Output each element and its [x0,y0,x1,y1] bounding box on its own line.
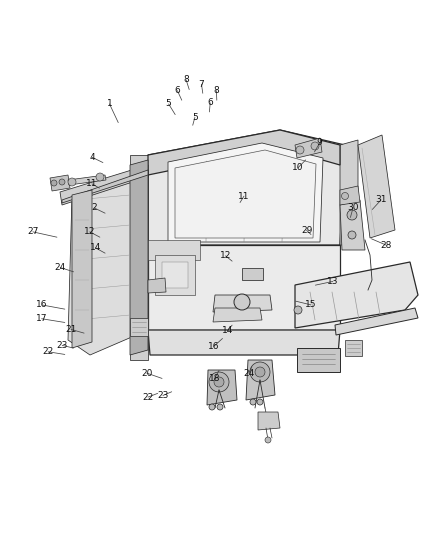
Circle shape [294,306,302,314]
Text: 31: 31 [375,196,387,204]
Circle shape [51,180,57,186]
Polygon shape [213,308,262,322]
Polygon shape [72,190,92,348]
Polygon shape [62,170,148,203]
Polygon shape [335,308,418,335]
Polygon shape [340,140,358,245]
Polygon shape [50,175,70,191]
Text: 23: 23 [57,341,68,350]
Circle shape [214,377,224,387]
Circle shape [209,404,215,410]
Text: 13: 13 [327,277,339,286]
Text: 14: 14 [90,244,101,252]
Circle shape [96,173,104,181]
Polygon shape [60,165,148,205]
Circle shape [250,362,270,382]
Text: 22: 22 [142,393,154,401]
Polygon shape [207,370,237,405]
Text: 5: 5 [166,100,172,108]
Polygon shape [297,348,340,372]
Text: 6: 6 [174,86,180,95]
Polygon shape [213,295,272,312]
Polygon shape [148,130,345,245]
Text: 14: 14 [222,326,233,335]
Text: 24: 24 [243,369,254,377]
Text: 28: 28 [381,241,392,249]
Text: 12: 12 [220,252,231,260]
Text: 16: 16 [36,301,47,309]
Text: 24: 24 [55,263,66,272]
Text: 4: 4 [89,153,95,161]
Circle shape [342,192,349,199]
Text: 10: 10 [292,164,304,172]
Polygon shape [295,262,418,328]
Text: 16: 16 [208,342,219,351]
Text: 18: 18 [209,374,220,383]
Circle shape [347,210,357,220]
Circle shape [296,146,304,154]
Text: 30: 30 [347,204,359,212]
Circle shape [234,294,250,310]
Circle shape [68,178,76,186]
Circle shape [257,399,263,405]
Text: 15: 15 [305,301,317,309]
Text: 8: 8 [213,86,219,95]
Text: 22: 22 [42,348,54,356]
Polygon shape [148,330,340,355]
Polygon shape [148,240,200,260]
Polygon shape [130,160,148,355]
Text: 1: 1 [106,100,113,108]
Text: 2: 2 [92,204,97,212]
Text: 11: 11 [86,180,98,188]
Polygon shape [340,200,365,250]
Circle shape [348,231,356,239]
Polygon shape [155,255,195,295]
Text: 5: 5 [192,113,198,122]
Polygon shape [148,130,340,175]
Polygon shape [345,340,362,356]
Circle shape [250,399,256,405]
Polygon shape [295,138,322,158]
Polygon shape [68,175,106,185]
Circle shape [217,404,223,410]
Polygon shape [162,262,188,288]
Circle shape [255,367,265,377]
Text: 20: 20 [141,369,152,377]
Text: 29: 29 [301,226,312,235]
Polygon shape [168,143,323,242]
Polygon shape [358,135,395,238]
Circle shape [311,142,319,150]
Polygon shape [148,245,340,330]
Text: 9: 9 [317,139,323,147]
Text: 12: 12 [84,228,95,236]
Text: 6: 6 [207,99,213,107]
Polygon shape [130,318,148,336]
Polygon shape [242,268,263,280]
Circle shape [209,372,229,392]
Text: 17: 17 [36,314,47,323]
Text: 21: 21 [65,325,77,334]
Text: 27: 27 [27,228,39,236]
Polygon shape [258,412,280,430]
Circle shape [59,179,65,185]
Polygon shape [175,150,316,238]
Circle shape [265,437,271,443]
Text: 7: 7 [198,80,205,88]
Text: 8: 8 [183,76,189,84]
Text: 23: 23 [157,391,169,400]
Text: 11: 11 [238,192,250,200]
Polygon shape [68,165,148,355]
Polygon shape [246,360,275,400]
Polygon shape [148,278,166,293]
Polygon shape [340,186,360,205]
Polygon shape [130,155,148,360]
